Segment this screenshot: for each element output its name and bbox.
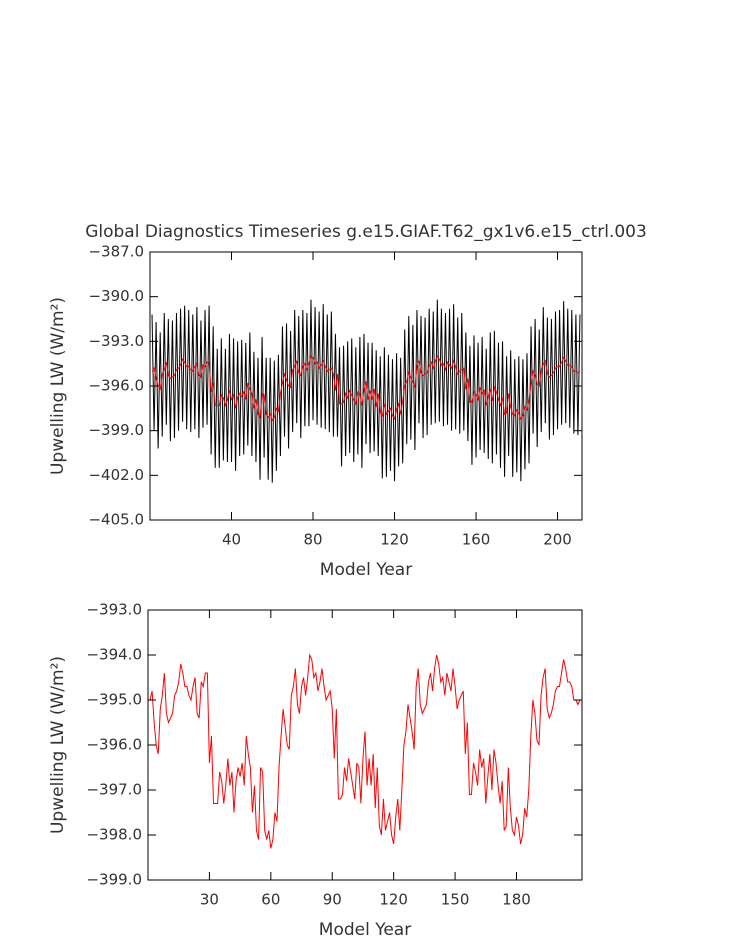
x-tick-label: 120 — [380, 531, 409, 549]
y-tick-label: −397.0 — [86, 781, 142, 799]
chart-title: Global Diagnostics Timeseries g.e15.GIAF… — [85, 222, 647, 242]
x-tick-label: 40 — [222, 531, 241, 549]
x-tick-label: 80 — [303, 531, 322, 549]
data-line — [151, 355, 581, 422]
y-tick-label: −396.0 — [86, 736, 142, 754]
y-tick-label: −393.0 — [86, 601, 142, 619]
x-tick-label: 180 — [502, 891, 531, 909]
x-tick-label: 120 — [379, 891, 408, 909]
x-axis-label: Model Year — [320, 560, 412, 580]
y-tick-label: −399.0 — [88, 421, 144, 439]
x-axis-label: Model Year — [319, 920, 411, 940]
y-tick-label: −405.0 — [88, 511, 144, 529]
x-tick-label: 60 — [261, 891, 280, 909]
y-tick-label: −402.0 — [88, 466, 144, 484]
y-axis-label: Upwelling LW (W/m²) — [48, 297, 68, 475]
y-tick-label: −396.0 — [88, 377, 144, 395]
x-tick-label: 30 — [200, 891, 219, 909]
x-tick-label: 150 — [441, 891, 470, 909]
y-tick-label: −395.0 — [86, 691, 142, 709]
y-tick-label: −398.0 — [86, 826, 142, 844]
plot-frame — [149, 251, 583, 521]
x-tick-label: 160 — [462, 531, 491, 549]
y-tick-label: −390.0 — [88, 287, 144, 305]
plot-frame — [147, 609, 583, 881]
data-line — [149, 653, 581, 849]
y-tick-label: −394.0 — [86, 646, 142, 664]
y-tick-label: −393.0 — [88, 332, 144, 350]
x-tick-label: 200 — [543, 531, 572, 549]
y-tick-label: −387.0 — [88, 243, 144, 261]
y-axis-label: Upwelling LW (W/m²) — [48, 656, 68, 834]
data-line — [151, 299, 581, 483]
x-tick-label: 90 — [323, 891, 342, 909]
y-tick-label: −399.0 — [86, 871, 142, 889]
